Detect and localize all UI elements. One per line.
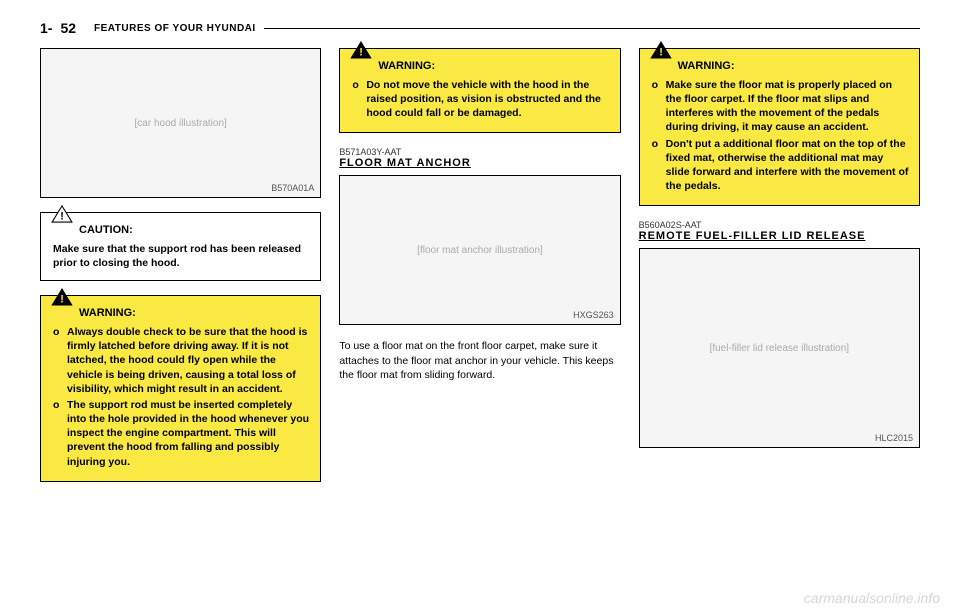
section-title: FLOOR MAT ANCHOR: [339, 157, 620, 169]
watermark: carmanualsonline.info: [804, 590, 940, 606]
column-1: [car hood illustration] B570A01A ! CAUTI…: [40, 48, 321, 482]
page-number: 52: [60, 20, 76, 36]
warning-triangle-icon: !: [51, 205, 73, 223]
warning-2-title: WARNING:: [378, 59, 609, 74]
warning-2-item-text: Do not move the vehicle with the hood in…: [366, 78, 609, 121]
warning-box-3: ! WARNING: oMake sure the floor mat is p…: [639, 48, 920, 206]
figure-fuel-filler-alt: [fuel-filler lid release illustration]: [710, 343, 850, 354]
page-header: 1- 52 FEATURES OF YOUR HYUNDAI: [40, 20, 920, 36]
column-3: ! WARNING: oMake sure the floor mat is p…: [639, 48, 920, 482]
svg-text:!: !: [659, 46, 663, 58]
content-columns: [car hood illustration] B570A01A ! CAUTI…: [40, 48, 920, 482]
section-code: B571A03Y-AAT: [339, 147, 620, 157]
section-floor-mat: B571A03Y-AAT FLOOR MAT ANCHOR [floor mat…: [339, 147, 620, 325]
figure-hood-label: B570A01A: [271, 183, 314, 193]
warning-1-item: oAlways double check to be sure that the…: [53, 325, 310, 396]
warning-3-item-text: Don't put a additional floor mat on the …: [666, 137, 909, 194]
warning-3-title: WARNING:: [678, 59, 909, 74]
svg-text:!: !: [60, 210, 64, 222]
header-title: FEATURES OF YOUR HYUNDAI: [94, 23, 256, 34]
warning-triangle-icon: !: [350, 41, 372, 59]
warning-triangle-icon: !: [650, 41, 672, 59]
header-rule: [264, 28, 920, 29]
figure-hood: [car hood illustration] B570A01A: [40, 48, 321, 198]
warning-box-1: ! WARNING: oAlways double check to be su…: [40, 295, 321, 482]
warning-1-list: oAlways double check to be sure that the…: [53, 325, 310, 469]
warning-triangle-icon: !: [51, 288, 73, 306]
svg-text:!: !: [360, 46, 364, 58]
svg-text:!: !: [60, 294, 64, 306]
warning-1-title: WARNING:: [79, 306, 310, 321]
section-fuel-filler: B560A02S-AAT REMOTE FUEL-FILLER LID RELE…: [639, 220, 920, 448]
page-prefix: 1-: [40, 20, 52, 36]
caution-body: Make sure that the support rod has been …: [53, 242, 310, 270]
caution-box: ! CAUTION: Make sure that the support ro…: [40, 212, 321, 281]
warning-3-list: oMake sure the floor mat is properly pla…: [652, 78, 909, 193]
section-title: REMOTE FUEL-FILLER LID RELEASE: [639, 230, 920, 242]
warning-1-item-text: The support rod must be inserted complet…: [67, 398, 310, 469]
figure-hood-alt: [car hood illustration]: [135, 118, 227, 129]
warning-box-2: ! WARNING: oDo not move the vehicle with…: [339, 48, 620, 133]
figure-floor-mat: [floor mat anchor illustration] HXGS263: [339, 175, 620, 325]
column-2: ! WARNING: oDo not move the vehicle with…: [339, 48, 620, 482]
warning-2-item: oDo not move the vehicle with the hood i…: [352, 78, 609, 121]
warning-1-item-text: Always double check to be sure that the …: [67, 325, 310, 396]
warning-3-item: oDon't put a additional floor mat on the…: [652, 137, 909, 194]
warning-1-item: oThe support rod must be inserted comple…: [53, 398, 310, 469]
figure-floor-mat-label: HXGS263: [573, 310, 614, 320]
caution-title: CAUTION:: [79, 223, 310, 238]
figure-floor-mat-alt: [floor mat anchor illustration]: [417, 245, 543, 256]
warning-3-item: oMake sure the floor mat is properly pla…: [652, 78, 909, 135]
figure-fuel-filler: [fuel-filler lid release illustration] H…: [639, 248, 920, 448]
figure-fuel-filler-label: HLC2015: [875, 433, 913, 443]
floor-mat-body: To use a floor mat on the front floor ca…: [339, 339, 620, 382]
section-code: B560A02S-AAT: [639, 220, 920, 230]
warning-2-list: oDo not move the vehicle with the hood i…: [352, 78, 609, 121]
warning-3-item-text: Make sure the floor mat is properly plac…: [666, 78, 909, 135]
